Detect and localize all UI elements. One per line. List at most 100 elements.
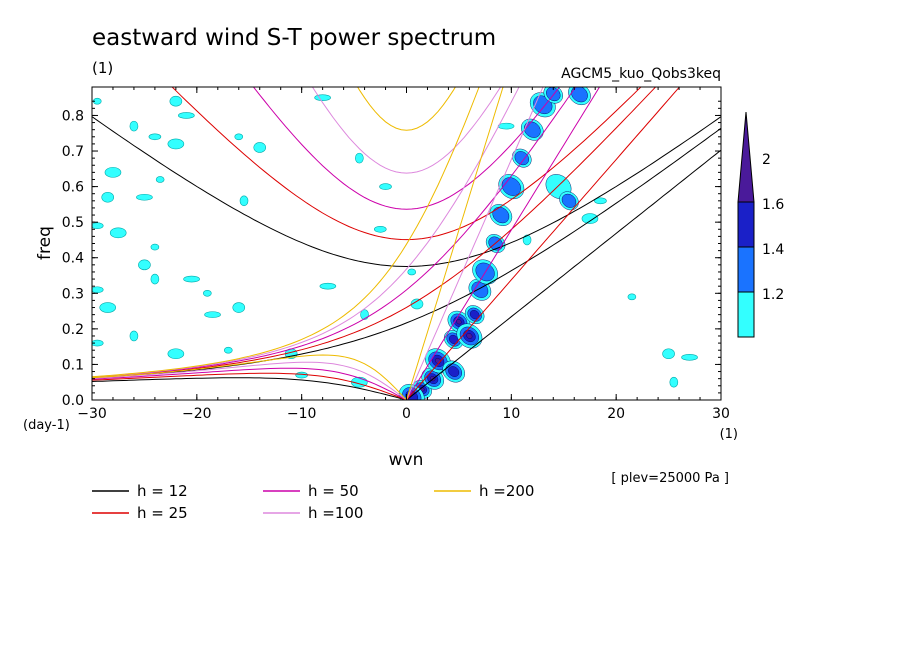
weak-power-patch <box>104 167 122 178</box>
gravity-curve-25 <box>171 87 642 241</box>
colorbar-arrow <box>737 111 755 203</box>
legend-label: h =200 <box>479 482 534 500</box>
weak-power-patch <box>410 298 424 310</box>
legend-label: h = 12 <box>137 482 188 500</box>
x-tick-label: 30 <box>712 406 730 422</box>
y-tick-label: 0.7 <box>62 144 84 160</box>
colorbar-label: 1.2 <box>762 287 784 303</box>
colorbar-segment <box>737 291 755 338</box>
y-axis-label: freq <box>35 226 55 260</box>
weak-power-patch <box>232 302 246 313</box>
legend-label: h = 50 <box>308 482 359 500</box>
gravity-curve-200 <box>357 87 456 131</box>
weak-power-patch <box>223 346 233 354</box>
power-patch-level-4 <box>456 319 462 325</box>
mrg-curve-50 <box>92 87 577 378</box>
power-patch-level-3 <box>448 366 460 377</box>
legend-label: h = 25 <box>137 504 188 522</box>
colorbar-label: 1.6 <box>762 197 784 213</box>
weak-power-patch <box>99 302 117 313</box>
power-patch-level-2 <box>514 151 530 166</box>
y-tick-label: 0.6 <box>62 180 84 196</box>
y-tick-label: 0.1 <box>62 357 84 373</box>
dispersion-curves <box>92 87 721 400</box>
weak-power-patch <box>150 273 160 285</box>
kelvin-curve-200 <box>406 87 504 400</box>
legend-label: h =100 <box>308 504 363 522</box>
y-tick-label: 0.4 <box>62 251 84 267</box>
gravity-curve-50 <box>252 87 561 210</box>
weak-power-patch <box>594 197 607 205</box>
colorbar-segment <box>737 201 755 248</box>
weak-power-patch <box>379 183 392 190</box>
weak-power-patch <box>355 152 364 164</box>
colorbar-segment <box>737 246 755 293</box>
weak-power-patch <box>169 95 183 107</box>
weak-power-patch <box>627 293 637 301</box>
y-tick-label: 0.3 <box>62 286 84 302</box>
x-tick-label: −10 <box>287 406 317 422</box>
x-tick-label: 0 <box>402 406 411 422</box>
weak-power-patch <box>150 243 160 251</box>
x-tick-label: 10 <box>502 406 520 422</box>
power-patch-level-2 <box>561 193 577 208</box>
power-patch-level-2 <box>492 206 510 224</box>
weak-power-patch <box>155 176 165 183</box>
rossby-curve-100 <box>92 361 407 400</box>
weak-power-patch <box>681 354 698 361</box>
weak-power-patch <box>101 191 115 203</box>
weak-power-patch <box>129 330 139 342</box>
weak-power-patch <box>669 376 679 388</box>
weak-power-patch <box>407 268 417 276</box>
weak-power-patch <box>92 222 104 230</box>
y-tick-label: 0.0 <box>62 393 84 409</box>
legend: h = 12 h = 25 h = 50 h =100 h =200 <box>92 482 534 522</box>
mrg-curve-25 <box>92 87 657 379</box>
x-tick-label: −20 <box>182 406 212 422</box>
x-axis-units: (1) <box>720 427 738 442</box>
weak-power-patch <box>92 286 104 294</box>
power-patch-level-3 <box>448 334 459 345</box>
plev-annotation: [ plev=25000 Pa ] <box>611 471 729 486</box>
weak-power-contours <box>92 94 698 388</box>
rossby-curve-50 <box>92 367 407 400</box>
x-tick-label: −30 <box>77 406 107 422</box>
chart-title-units: (1) <box>92 59 113 77</box>
weak-power-patch <box>204 311 221 318</box>
weak-power-patch <box>522 234 532 246</box>
y-tick-label: 0.5 <box>62 215 84 231</box>
weak-power-patch <box>373 225 387 233</box>
colorbar: 1.2 1.4 1.6 2 <box>737 111 784 338</box>
weak-power-patch <box>167 348 185 360</box>
colorbar-label: 1.4 <box>762 242 784 258</box>
gravity-curve-100 <box>311 87 502 174</box>
weak-power-patch <box>662 348 675 360</box>
chart-subtitle: AGCM5_kuo_Qobs3keq <box>561 66 721 82</box>
weak-power-patch <box>92 339 104 347</box>
power-patch-level-2 <box>571 87 588 103</box>
mrg-curve-100 <box>92 87 520 378</box>
x-axis-label: wvn <box>389 450 424 470</box>
weak-power-patch <box>109 227 127 239</box>
rossby-curve-25 <box>92 372 407 400</box>
mrg-curve-12 <box>92 127 721 379</box>
weak-power-patch <box>239 195 249 207</box>
kelvin-curve-100 <box>406 87 544 400</box>
y-tick-label: 0.2 <box>62 322 84 338</box>
kelvin-curve-12 <box>406 149 721 400</box>
chart-title: eastward wind S-T power spectrum <box>92 25 496 51</box>
weak-power-patch <box>203 289 212 297</box>
colorbar-label: 2 <box>762 152 771 168</box>
weak-power-patch <box>167 138 185 150</box>
mrg-curve-200 <box>92 87 480 378</box>
weak-power-patch <box>138 259 151 271</box>
rossby-curve-200 <box>92 354 407 400</box>
weak-power-patch <box>497 122 515 130</box>
weak-power-patch <box>234 133 244 141</box>
weak-power-patch <box>148 133 162 141</box>
kelvin-curve-50 <box>406 87 601 400</box>
weak-power-patch <box>178 112 195 119</box>
kelvin-curve-25 <box>406 87 681 400</box>
x-tick-label: 20 <box>607 406 625 422</box>
